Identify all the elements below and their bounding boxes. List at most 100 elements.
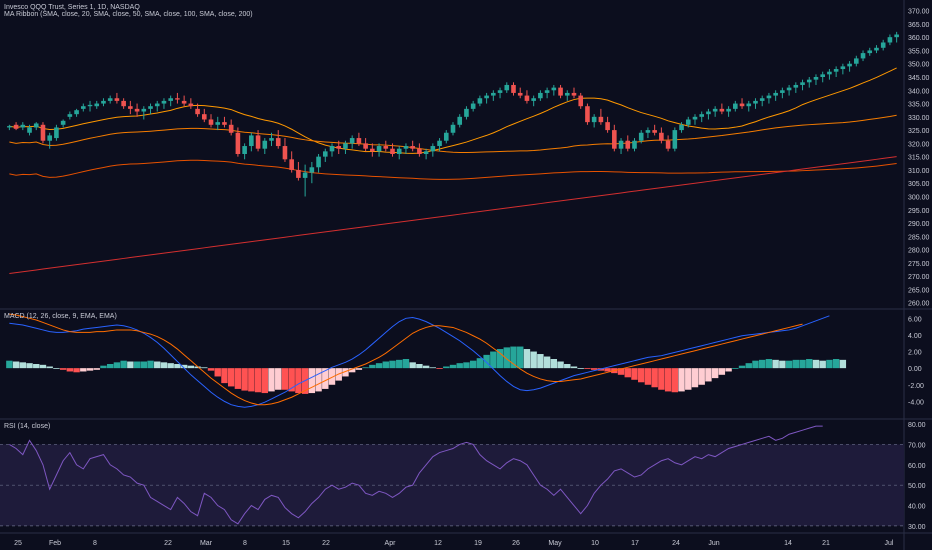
candle-body <box>477 98 483 104</box>
macd-histogram-bar <box>369 364 376 369</box>
macd-histogram-bar <box>86 368 94 371</box>
candle-body <box>356 138 362 144</box>
macd-tick-label: -4.00 <box>908 399 924 406</box>
rsi-tick-label: 40.00 <box>908 504 926 511</box>
macd-histogram-bar <box>523 349 531 369</box>
candle-body <box>820 74 825 77</box>
macd-histogram-bar <box>779 360 786 369</box>
rsi-tick-label: 30.00 <box>908 524 926 531</box>
candle-body <box>659 132 664 141</box>
candle-body <box>443 132 449 141</box>
macd-histogram-bar <box>671 368 679 393</box>
candle-body <box>874 47 879 51</box>
candle-body <box>282 146 288 160</box>
macd-histogram-bar <box>328 368 336 385</box>
macd-histogram-bar <box>133 361 141 369</box>
macd-histogram-bar <box>570 366 578 369</box>
price-tick-label: 320.00 <box>908 141 930 148</box>
macd-histogram-bar <box>819 360 826 369</box>
macd-histogram-bar <box>396 359 403 369</box>
macd-histogram-bar <box>322 368 329 389</box>
x-tick-label: Jun <box>708 540 719 547</box>
x-tick-label: Apr <box>385 540 397 547</box>
macd-histogram-bar <box>100 365 107 369</box>
candle-body <box>612 130 617 149</box>
candle-body <box>605 122 610 131</box>
candle-body <box>417 148 422 154</box>
x-tick-label: May <box>548 540 562 547</box>
candle-body <box>269 138 274 141</box>
candle-body <box>652 130 657 133</box>
candle-body <box>40 124 46 141</box>
macd-histogram-bar <box>678 368 685 392</box>
rsi-tick-label: 60.00 <box>908 463 926 470</box>
macd-histogram-bar <box>772 359 779 369</box>
macd-histogram-bar <box>295 368 302 394</box>
candle-body <box>403 146 409 149</box>
macd-histogram-bar <box>127 361 134 369</box>
candle-body <box>484 95 489 99</box>
candle-body <box>665 140 671 149</box>
macd-histogram-bar <box>147 360 154 369</box>
candle-body <box>551 87 557 91</box>
macd-histogram-bar <box>832 359 840 369</box>
candle-body <box>880 42 886 48</box>
candle-body <box>558 87 563 96</box>
price-tick-label: 345.00 <box>908 75 930 82</box>
candle-body <box>13 124 19 129</box>
macd-histogram-bar <box>53 368 60 369</box>
macd-histogram-bar <box>416 364 423 369</box>
candle-body <box>370 148 375 152</box>
macd-line <box>9 315 830 408</box>
macd-histogram-bar <box>402 359 410 369</box>
macd-histogram-bar <box>26 363 33 369</box>
candle-body <box>773 92 778 96</box>
x-tick-label: 12 <box>434 540 442 547</box>
candle-body <box>410 146 415 149</box>
candle-body <box>753 100 758 104</box>
macd-histogram-bar <box>254 368 262 393</box>
x-tick-label: 17 <box>631 540 639 547</box>
price-tick-label: 295.00 <box>908 208 930 215</box>
macd-histogram-bar <box>557 361 564 369</box>
candle-body <box>706 111 711 115</box>
macd-histogram-bar <box>120 360 127 369</box>
candle-body <box>322 151 328 157</box>
candle-body <box>188 103 194 107</box>
macd-histogram-bar <box>33 364 40 369</box>
macd-histogram-bar <box>174 364 181 369</box>
candle-body <box>228 124 234 133</box>
macd-histogram-bar <box>543 356 551 369</box>
price-tick-label: 260.00 <box>908 301 930 308</box>
symbol-legend: Invesco QQQ Trust, Series 1, 1D, NASDAQ … <box>4 4 253 18</box>
sma-100-line <box>9 159 897 180</box>
macd-histogram-bar <box>718 368 726 375</box>
price-tick-label: 350.00 <box>908 62 930 69</box>
candle-body <box>457 116 463 125</box>
chart-title: Invesco QQQ Trust, Series 1, 1D, NASDAQ <box>4 4 140 11</box>
candle-body <box>726 108 731 112</box>
macd-histogram-bar <box>19 362 27 369</box>
candle-body <box>390 148 395 154</box>
x-tick-label: 24 <box>672 540 680 547</box>
x-tick-label: Jul <box>885 540 894 547</box>
macd-histogram-bar <box>6 360 13 369</box>
macd-histogram-bar <box>207 368 215 371</box>
macd-histogram-bar <box>530 351 537 369</box>
candle-body <box>894 34 899 38</box>
price-tick-label: 280.00 <box>908 248 930 255</box>
macd-histogram-bar <box>550 359 558 369</box>
macd-histogram-bar <box>315 368 322 392</box>
sma-20-line <box>9 67 897 154</box>
macd-histogram-bar <box>449 364 457 369</box>
candle-body <box>618 140 624 149</box>
macd-histogram-bar <box>658 368 665 390</box>
candle-body <box>719 108 725 112</box>
macd-histogram-bar <box>362 367 369 369</box>
candle-body <box>806 79 812 83</box>
macd-histogram-bar <box>483 354 490 369</box>
candle-body <box>175 98 180 100</box>
candle-body <box>591 116 597 123</box>
macd-histogram-bar <box>422 365 430 369</box>
